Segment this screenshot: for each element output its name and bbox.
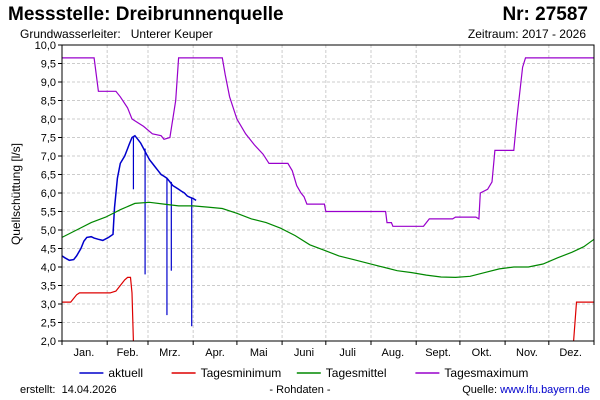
legend-label: Tagesmaximum xyxy=(444,366,528,380)
grid xyxy=(61,44,595,342)
legend-item-tagesmittel: Tagesmittel xyxy=(296,366,387,380)
x-tick-label: Mai xyxy=(250,347,268,359)
series-tagesmittel-line xyxy=(62,201,594,279)
x-tick-label: Feb. xyxy=(117,347,139,359)
y-tick-label: 3,0 xyxy=(41,299,56,311)
y-tick-label: 9,0 xyxy=(41,77,56,89)
y-tick-label: 5,5 xyxy=(41,207,56,219)
y-tick-label: 9,5 xyxy=(41,59,56,71)
x-tick-label: Okt. xyxy=(472,347,492,359)
aquifer-info: Grundwasserleiter: Unterer Keuper xyxy=(20,27,213,41)
y-tick-label: 2,5 xyxy=(41,318,56,330)
y-tick-label: 7,0 xyxy=(41,151,56,163)
x-tick-label: Juni xyxy=(294,347,314,359)
x-axis-ticks: Jan. Feb. Mrz. Apr. Mai Juni Juli Aug. Sept. Okt.… xyxy=(61,341,595,359)
y-axis-label: Quellschüttung [l/s] xyxy=(9,143,23,245)
source-label: Quelle: xyxy=(462,384,498,396)
legend-label: Tagesminimum xyxy=(201,366,282,380)
y-tick-label: 2,0 xyxy=(41,336,56,348)
x-tick-label: Aug. xyxy=(382,347,405,359)
y-tick-label: 8,0 xyxy=(41,114,56,126)
x-tick-label: Jan. xyxy=(73,347,94,359)
legend-label: aktuell xyxy=(108,366,143,380)
legend-item-tagesmaximum: Tagesmaximum xyxy=(415,366,528,380)
created-info: erstellt: 14.04.2026 xyxy=(20,384,117,396)
source-link[interactable]: www.lfu.bayern.de xyxy=(500,384,590,396)
aquifer-label: Grundwasserleiter: xyxy=(20,27,121,41)
y-tick-label: 7,5 xyxy=(41,133,56,145)
source-info: Quelle: www.lfu.bayern.de xyxy=(462,384,590,396)
period-value: 2017 - 2026 xyxy=(521,27,586,41)
series-tagesmaximum-line xyxy=(62,57,594,227)
x-tick-label: Apr. xyxy=(205,347,225,359)
y-tick-label: 4,0 xyxy=(41,262,56,274)
series-aktuell-line xyxy=(62,134,197,262)
legend-item-aktuell: aktuell xyxy=(79,366,143,380)
y-tick-label: 8,5 xyxy=(41,96,56,108)
y-axis-ticks: 2,0 2,5 3,0 3,5 4,0 4,5 5,0 5,5 6,0 6,5 7,0 7,5 8,0 8… xyxy=(35,40,62,348)
series-tagesminimum-line xyxy=(62,276,134,341)
station-title: Messstelle: Dreibrunnenquelle xyxy=(8,4,284,25)
period-info: Zeitraum: 2017 - 2026 xyxy=(468,27,586,41)
series-lines xyxy=(62,57,594,341)
created-date: 14.04.2026 xyxy=(61,384,117,396)
y-tick-label: 10,0 xyxy=(35,40,56,52)
legend-label: Tagesmittel xyxy=(326,366,387,380)
y-tick-label: 4,5 xyxy=(41,244,56,256)
y-tick-label: 3,5 xyxy=(41,281,56,293)
y-tick-label: 5,0 xyxy=(41,225,56,237)
x-tick-label: Mrz. xyxy=(159,347,180,359)
y-tick-label: 6,5 xyxy=(41,170,56,182)
series-tagesminimum-line xyxy=(573,301,594,341)
aquifer-value: Unterer Keuper xyxy=(130,27,213,41)
x-tick-label: Nov. xyxy=(516,347,538,359)
x-tick-label: Juli xyxy=(339,347,356,359)
station-number: Nr: 27587 xyxy=(502,4,588,25)
y-tick-label: 6,0 xyxy=(41,188,56,200)
legend-item-tagesminimum: Tagesminimum xyxy=(171,366,282,380)
legend: aktuell Tagesminimum Tagesmittel Tagesmaxim… xyxy=(79,366,528,380)
x-tick-label: Sept. xyxy=(425,347,451,359)
x-tick-label: Dez. xyxy=(559,347,582,359)
created-label: erstellt: xyxy=(20,384,56,396)
period-label: Zeitraum: xyxy=(467,27,519,41)
raw-data-note: - Rohdaten - xyxy=(269,384,331,396)
